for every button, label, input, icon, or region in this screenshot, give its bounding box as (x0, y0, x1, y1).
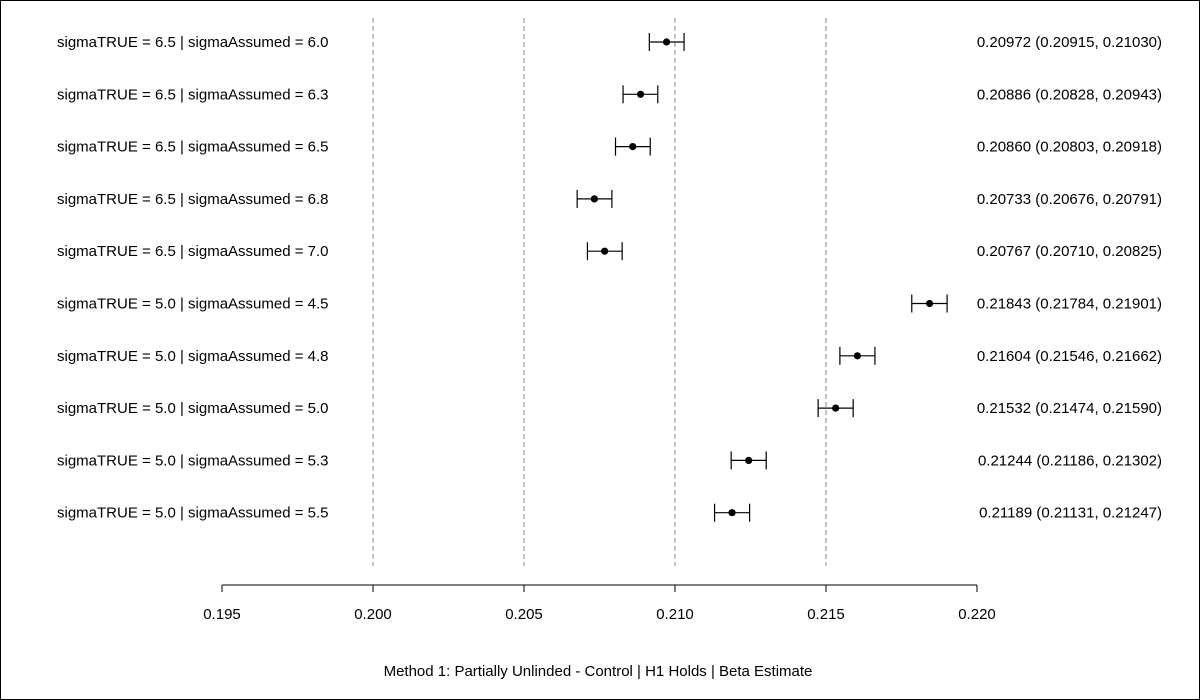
point-estimate (629, 143, 637, 151)
forest-row: sigmaTRUE = 6.5 | sigmaAssumed = 6.5 0.20… (57, 137, 1162, 156)
x-tick-label: 0.195 (203, 606, 241, 623)
reference-lines (372, 18, 827, 566)
x-tick-label: 0.210 (656, 606, 694, 623)
point-estimate (832, 404, 840, 412)
ci-text: 0.20767 (0.20710, 0.20825) (977, 243, 1162, 260)
x-tick-label: 0.200 (354, 606, 392, 623)
x-axis: 0.195 0.200 0.205 0.210 0.215 0.220 (203, 584, 996, 623)
x-tick-label: 0.205 (505, 606, 543, 623)
point-estimate (925, 299, 934, 308)
point-estimate (728, 509, 736, 517)
ci-text: 0.21189 (0.21131, 0.21247) (979, 505, 1162, 522)
x-tick-label: 0.220 (958, 606, 996, 623)
forest-row: sigmaTRUE = 6.5 | sigmaAssumed = 6.8 0.20… (57, 189, 1162, 208)
forest-row: sigmaTRUE = 6.5 | sigmaAssumed = 6.0 0.20… (57, 33, 1162, 51)
ci-text: 0.21244 (0.21186, 0.21302) (978, 452, 1162, 469)
point-estimate (745, 456, 753, 464)
point-estimate (636, 90, 645, 98)
row-label: sigmaTRUE = 5.0 | sigmaAssumed = 5.0 (57, 400, 329, 417)
forest-rows: sigmaTRUE = 6.5 | sigmaAssumed = 6.0 0.20… (57, 33, 1162, 522)
point-estimate (662, 38, 671, 46)
forest-row: sigmaTRUE = 5.0 | sigmaAssumed = 4.8 0.21… (57, 346, 1162, 365)
row-label: sigmaTRUE = 6.5 | sigmaAssumed = 7.0 (57, 243, 329, 260)
row-label: sigmaTRUE = 6.5 | sigmaAssumed = 6.0 (57, 34, 329, 51)
row-label: sigmaTRUE = 5.0 | sigmaAssumed = 4.5 (57, 296, 329, 313)
x-tick-label: 0.215 (807, 606, 845, 623)
ci-text: 0.20733 (0.20676, 0.20791) (977, 191, 1162, 208)
ci-text: 0.21843 (0.21784, 0.21901) (977, 296, 1162, 313)
point-estimate (601, 247, 609, 255)
point-estimate (590, 195, 598, 203)
ci-text: 0.20972 (0.20915, 0.21030) (977, 34, 1162, 51)
row-label: sigmaTRUE = 5.0 | sigmaAssumed = 5.5 (57, 505, 329, 522)
forest-row: sigmaTRUE = 5.0 | sigmaAssumed = 5.3 0.21… (57, 451, 1162, 470)
row-label: sigmaTRUE = 6.5 | sigmaAssumed = 6.8 (57, 191, 329, 208)
row-label: sigmaTRUE = 6.5 | sigmaAssumed = 6.5 (57, 139, 329, 156)
ci-text: 0.21532 (0.21474, 0.21590) (977, 400, 1162, 417)
ci-text: 0.20860 (0.20803, 0.20918) (977, 139, 1162, 156)
forest-row: sigmaTRUE = 5.0 | sigmaAssumed = 5.5 0.21… (57, 503, 1162, 522)
forest-row: sigmaTRUE = 6.5 | sigmaAssumed = 7.0 0.20… (57, 242, 1162, 261)
forest-row: sigmaTRUE = 6.5 | sigmaAssumed = 6.3 0.20… (57, 85, 1162, 104)
row-label: sigmaTRUE = 5.0 | sigmaAssumed = 4.8 (57, 348, 329, 365)
point-estimate (853, 352, 862, 360)
row-label: sigmaTRUE = 6.5 | sigmaAssumed = 6.3 (57, 86, 329, 103)
ci-text: 0.20886 (0.20828, 0.20943) (977, 86, 1162, 103)
x-axis-title: Method 1: Partially Unlinded - Control |… (384, 663, 813, 680)
forest-row: sigmaTRUE = 5.0 | sigmaAssumed = 5.0 0.21… (57, 399, 1162, 418)
forest-row: sigmaTRUE = 5.0 | sigmaAssumed = 4.5 0.21… (57, 294, 1162, 313)
ci-text: 0.21604 (0.21546, 0.21662) (977, 348, 1162, 365)
row-label: sigmaTRUE = 5.0 | sigmaAssumed = 5.3 (57, 452, 329, 469)
